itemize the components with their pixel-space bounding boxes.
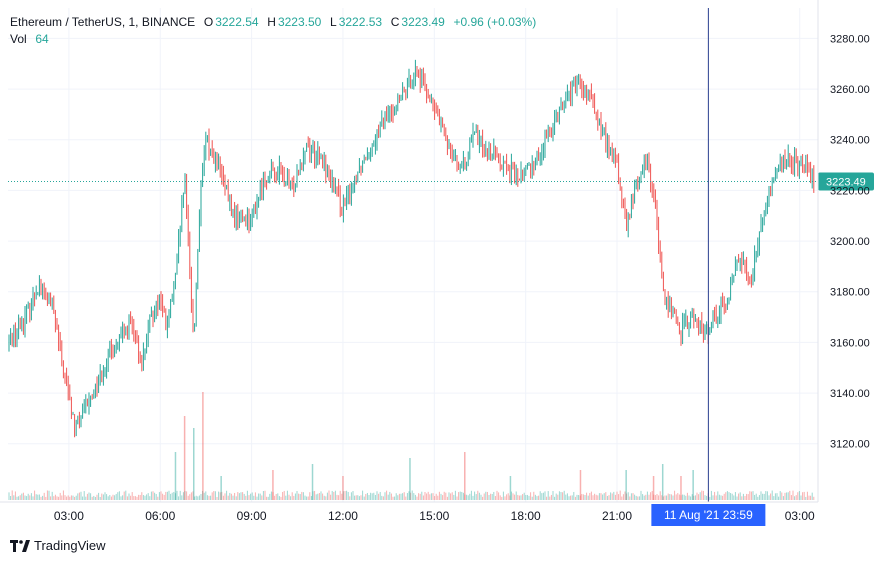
low-value: 3222.53 xyxy=(338,15,383,29)
tradingview-icon xyxy=(10,539,30,552)
chart-overlay: 3223.49 11 Aug '21 23:59 xyxy=(8,8,874,526)
time-tick-label: 12:00 xyxy=(328,509,358,523)
crosshair-time-badge xyxy=(651,504,766,526)
close-value: 3223.49 xyxy=(401,15,445,29)
price-tick-label: 3160.00 xyxy=(830,337,870,349)
symbol-title[interactable]: Ethereum / TetherUS, 1, BINANCE xyxy=(10,15,196,29)
candles xyxy=(8,59,815,438)
chart-grid xyxy=(8,8,818,502)
price-tick-label: 3200.00 xyxy=(830,236,870,248)
time-tick-label: 09:00 xyxy=(237,509,267,523)
brand-label: TradingView xyxy=(34,538,106,553)
price-tick-label: 3220.00 xyxy=(830,185,870,197)
volume-row: Vol 64 xyxy=(10,32,538,46)
volume-value: 64 xyxy=(35,32,49,46)
chart-legend: Ethereum / TetherUS, 1, BINANCE O 3222.54… xyxy=(10,15,538,46)
time-tick-label: 18:00 xyxy=(511,509,541,523)
price-tick-label: 3120.00 xyxy=(830,439,870,451)
tradingview-logo[interactable]: TradingView xyxy=(10,538,106,553)
chart-axes: 3280.00 3260.00 3240.00 3220.00 3200.00 3180.… xyxy=(0,0,870,523)
time-tick-label: 03:00 xyxy=(785,509,815,523)
price-tick-label: 3260.00 xyxy=(830,84,870,96)
time-tick-label: 15:00 xyxy=(419,509,449,523)
volume-bars xyxy=(8,392,815,500)
time-tick-label: 21:00 xyxy=(602,509,632,523)
price-tick-label: 3140.00 xyxy=(830,388,870,400)
close-label: C xyxy=(390,15,400,29)
low-label: L xyxy=(330,15,337,29)
time-tick-label: 03:00 xyxy=(54,509,84,523)
high-value: 3223.50 xyxy=(277,15,322,29)
open-value: 3222.54 xyxy=(215,15,259,29)
open-label: O xyxy=(203,15,214,29)
last-price-label: 3223.49 xyxy=(826,177,866,189)
time-tick-label: 06:00 xyxy=(145,509,175,523)
price-tick-label: 3240.00 xyxy=(830,135,870,147)
volume-label[interactable]: Vol xyxy=(10,32,27,46)
last-price-badge xyxy=(818,172,874,191)
ohlc-row: Ethereum / TetherUS, 1, BINANCE O 3222.54… xyxy=(10,15,538,29)
price-tick-label: 3280.00 xyxy=(830,33,870,45)
crosshair-time-label: 11 Aug '21 23:59 xyxy=(664,508,753,522)
price-tick-label: 3180.00 xyxy=(830,287,870,299)
change-value: +0.96 (+0.03%) xyxy=(453,15,537,29)
high-label: H xyxy=(267,15,276,29)
